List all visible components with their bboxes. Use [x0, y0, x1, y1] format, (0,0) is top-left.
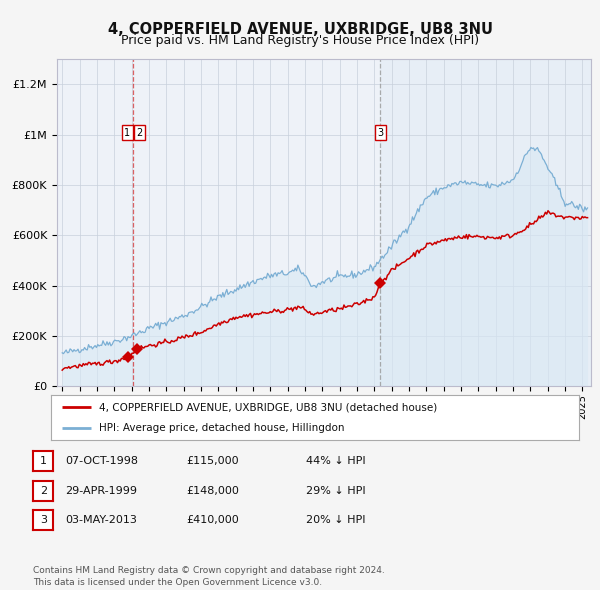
Bar [380, 59, 591, 386]
Text: 29-APR-1999: 29-APR-1999 [65, 486, 137, 496]
Text: 2: 2 [136, 127, 142, 137]
Text: 1: 1 [40, 457, 47, 466]
Text: £115,000: £115,000 [186, 457, 239, 466]
Text: 4, COPPERFIELD AVENUE, UXBRIDGE, UB8 3NU (detached house): 4, COPPERFIELD AVENUE, UXBRIDGE, UB8 3NU… [98, 402, 437, 412]
Text: 1: 1 [124, 127, 130, 137]
Text: 29% ↓ HPI: 29% ↓ HPI [306, 486, 365, 496]
Text: 07-OCT-1998: 07-OCT-1998 [65, 457, 138, 466]
Text: Contains HM Land Registry data © Crown copyright and database right 2024.
This d: Contains HM Land Registry data © Crown c… [33, 566, 385, 587]
Text: 2: 2 [40, 486, 47, 496]
Text: 20% ↓ HPI: 20% ↓ HPI [306, 516, 365, 525]
Text: 03-MAY-2013: 03-MAY-2013 [65, 516, 137, 525]
Text: HPI: Average price, detached house, Hillingdon: HPI: Average price, detached house, Hill… [98, 424, 344, 434]
Text: £410,000: £410,000 [186, 516, 239, 525]
Text: 44% ↓ HPI: 44% ↓ HPI [306, 457, 365, 466]
Text: 3: 3 [377, 127, 383, 137]
Text: 4, COPPERFIELD AVENUE, UXBRIDGE, UB8 3NU: 4, COPPERFIELD AVENUE, UXBRIDGE, UB8 3NU [107, 22, 493, 37]
Text: Price paid vs. HM Land Registry's House Price Index (HPI): Price paid vs. HM Land Registry's House … [121, 34, 479, 47]
Text: 3: 3 [40, 516, 47, 525]
Text: £148,000: £148,000 [186, 486, 239, 496]
